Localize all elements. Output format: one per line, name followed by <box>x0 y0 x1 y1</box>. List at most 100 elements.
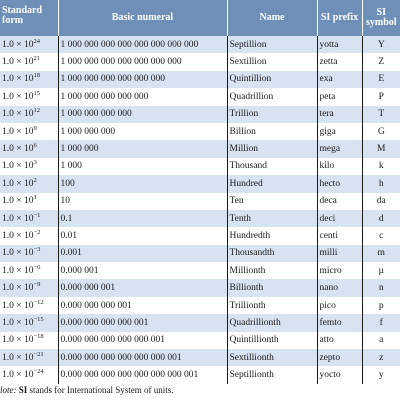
table-body: 1.0 × 1024 1 000 000 000 000 000 000 000 … <box>0 36 400 384</box>
footnote-bold: SI <box>18 385 28 395</box>
standard-form-exponent: −6 <box>33 263 41 271</box>
cell-si-prefix: milli <box>316 244 362 263</box>
cell-name: Thousand <box>226 157 317 176</box>
cell-name: Quintillion <box>226 70 317 89</box>
cell-si-prefix: exa <box>316 70 362 89</box>
cell-name: Sextillionth <box>226 349 317 367</box>
cell-basic-numeral: 100 <box>57 175 227 193</box>
standard-form-base: 1.0 × 10 <box>2 57 34 68</box>
header-standard-form: Standard form <box>0 0 58 36</box>
cell-si-prefix: zetta <box>316 53 362 71</box>
standard-form-exponent: −9 <box>33 281 41 289</box>
standard-form-exponent: 21 <box>33 55 40 63</box>
cell-si-symbol: G <box>361 122 400 141</box>
table-row: 1.0 × 10−24 0.000 000 000 000 000 000 000… <box>0 366 400 384</box>
table-row: 1.0 × 10−15 0.000 000 000 000 001 Quadrill… <box>0 314 400 332</box>
cell-basic-numeral: 1 000 000 000 <box>57 122 227 141</box>
cell-si-prefix: deca <box>316 192 362 210</box>
cell-si-prefix: zepto <box>316 349 362 367</box>
cell-si-symbol: a <box>361 331 400 350</box>
cell-standard-form: 1.0 × 10−18 <box>0 331 58 350</box>
cell-basic-numeral: 1 000 000 000 000 000 <box>57 88 227 106</box>
cell-si-prefix: nano <box>316 279 362 297</box>
cell-si-prefix: giga <box>316 122 362 141</box>
standard-form-exponent: 24 <box>33 37 40 45</box>
table-row: 1.0 × 109 1 000 000 000 Billion giga G <box>0 122 400 141</box>
cell-basic-numeral: 0.000 000 000 000 001 <box>57 314 227 332</box>
cell-standard-form: 1.0 × 102 <box>0 175 58 193</box>
cell-si-symbol: da <box>361 192 400 210</box>
cell-standard-form: 1.0 × 10−3 <box>0 244 58 263</box>
cell-name: Septillionth <box>226 366 317 384</box>
cell-name: Septillion <box>226 36 317 54</box>
cell-basic-numeral: 0.000 000 000 001 <box>57 296 227 315</box>
cell-standard-form: 1.0 × 1018 <box>0 70 58 89</box>
standard-form-exponent: −21 <box>33 350 44 358</box>
table-row: 1.0 × 1024 1 000 000 000 000 000 000 000 … <box>0 36 400 54</box>
standard-form-exponent: 2 <box>33 176 37 184</box>
cell-si-symbol: µ <box>361 262 400 280</box>
cell-si-symbol: y <box>361 366 400 384</box>
cell-si-prefix: yotta <box>316 36 362 54</box>
standard-form-base: 1.0 × 10 <box>2 300 34 311</box>
si-prefix-table: Standard form Basic numeral Name SI pref… <box>0 0 400 384</box>
standard-form-base: 1.0 × 10 <box>2 161 34 172</box>
standard-form-base: 1.0 × 10 <box>2 74 34 85</box>
standard-form-exponent: 12 <box>33 107 40 115</box>
cell-name: Thousandth <box>226 244 317 263</box>
cell-standard-form: 1.0 × 1021 <box>0 53 58 71</box>
cell-standard-form: 1.0 × 10−12 <box>0 296 58 315</box>
cell-standard-form: 1.0 × 103 <box>0 157 58 176</box>
cell-name: Hundred <box>226 175 317 193</box>
cell-standard-form: 1.0 × 10−21 <box>0 349 58 367</box>
cell-name: Hundredth <box>226 227 317 245</box>
cell-name: Billion <box>226 122 317 141</box>
standard-form-base: 1.0 × 10 <box>2 109 34 120</box>
cell-si-prefix: peta <box>316 88 362 106</box>
cell-si-prefix: atto <box>316 331 362 350</box>
cell-basic-numeral: 1 000 000 000 000 000 000 <box>57 70 227 89</box>
table-row: 1.0 × 10−6 0.000 001 Millionth micro µ <box>0 262 400 280</box>
cell-basic-numeral: 10 <box>57 192 227 210</box>
standard-form-base: 1.0 × 10 <box>2 283 34 294</box>
cell-basic-numeral: 1 000 <box>57 157 227 176</box>
table-row: 1.0 × 1021 1 000 000 000 000 000 000 000 S… <box>0 53 400 71</box>
table-row: 1.0 × 101 10 Ten deca da <box>0 192 400 210</box>
cell-standard-form: 1.0 × 10−6 <box>0 262 58 280</box>
cell-basic-numeral: 1 000 000 000 000 000 000 000 000 <box>57 36 227 54</box>
cell-basic-numeral: 0.000 000 000 000 000 000 001 <box>57 349 227 367</box>
cell-si-prefix: micro <box>316 262 362 280</box>
standard-form-base: 1.0 × 10 <box>2 126 34 137</box>
cell-si-symbol: h <box>361 175 400 193</box>
standard-form-base: 1.0 × 10 <box>2 91 34 102</box>
cell-name: Millionth <box>226 262 317 280</box>
cell-si-prefix: hecto <box>316 175 362 193</box>
table-row: 1.0 × 102 100 Hundred hecto h <box>0 175 400 193</box>
cell-si-prefix: deci <box>316 209 362 228</box>
standard-form-base: 1.0 × 10 <box>2 317 34 328</box>
cell-basic-numeral: 0.000 000 000 000 000 000 000 001 <box>57 366 227 384</box>
standard-form-base: 1.0 × 10 <box>2 39 34 50</box>
cell-si-symbol: d <box>361 209 400 228</box>
cell-name: Quadrillionth <box>226 314 317 332</box>
header-si-symbol: SI symbol <box>361 0 400 36</box>
cell-si-symbol: M <box>361 140 400 158</box>
cell-standard-form: 1.0 × 10−15 <box>0 314 58 332</box>
cell-si-prefix: centi <box>316 227 362 245</box>
cell-standard-form: 1.0 × 1015 <box>0 88 58 106</box>
table-row: 1.0 × 1015 1 000 000 000 000 000 Quadrilli… <box>0 88 400 106</box>
standard-form-base: 1.0 × 10 <box>2 248 34 259</box>
cell-basic-numeral: 0.000 001 <box>57 262 227 280</box>
standard-form-exponent: −18 <box>33 333 44 341</box>
cell-si-symbol: n <box>361 279 400 297</box>
table-row: 1.0 × 10−18 0.000 000 000 000 000 001 Quin… <box>0 331 400 350</box>
cell-si-symbol: Z <box>361 53 400 71</box>
cell-standard-form: 1.0 × 1024 <box>0 36 58 54</box>
cell-basic-numeral: 1 000 000 <box>57 140 227 158</box>
standard-form-exponent: 6 <box>33 142 37 150</box>
cell-si-prefix: pico <box>316 296 362 315</box>
table-row: 1.0 × 1012 1 000 000 000 000 Trillion tera T <box>0 105 400 123</box>
cell-basic-numeral: 0.001 <box>57 244 227 263</box>
cell-name: Trillionth <box>226 296 317 315</box>
cell-si-symbol: p <box>361 296 400 315</box>
